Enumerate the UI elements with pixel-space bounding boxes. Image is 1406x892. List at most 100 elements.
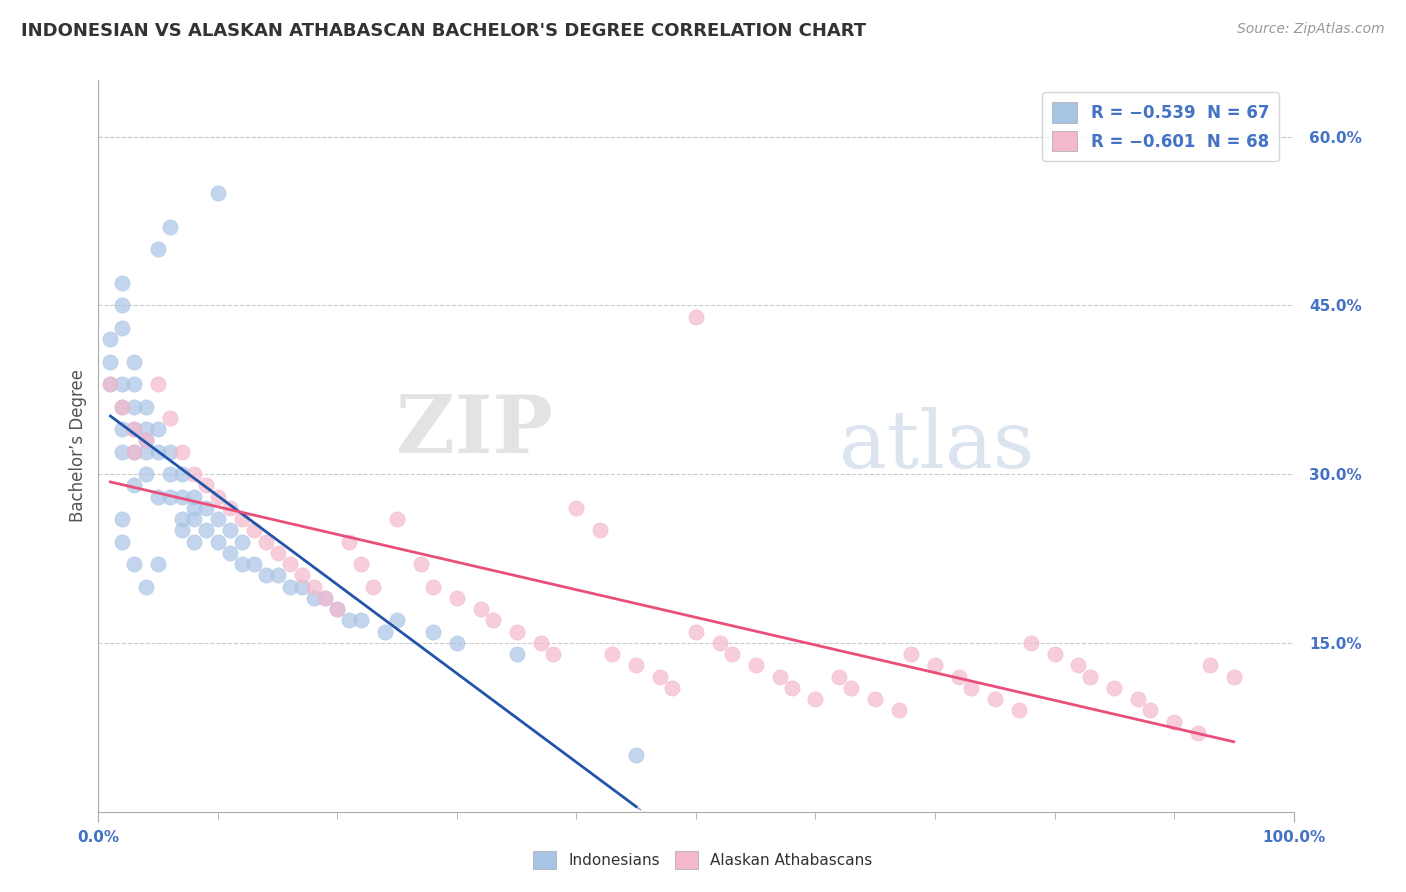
Point (148, 444, 170, 458)
Point (1007, 703, 1029, 717)
Point (172, 444, 194, 458)
Point (111, 321, 134, 335)
Point (363, 580, 385, 594)
Point (709, 636, 731, 650)
Point (889, 703, 911, 717)
Point (183, 534, 205, 549)
Point (124, 557, 146, 571)
Point (183, 500, 205, 515)
Point (626, 748, 648, 763)
Point (385, 614, 409, 628)
Point (841, 681, 863, 695)
Point (267, 568, 290, 582)
Point (124, 444, 146, 458)
Point (183, 512, 205, 526)
Point (231, 512, 253, 526)
Point (863, 692, 887, 706)
Point (243, 524, 266, 538)
Point (446, 636, 468, 650)
Point (1019, 636, 1042, 650)
Point (780, 681, 803, 695)
Point (111, 422, 134, 436)
Point (1187, 726, 1209, 740)
Point (194, 478, 218, 492)
Point (194, 524, 218, 538)
Point (111, 400, 134, 414)
Point (1067, 658, 1090, 673)
Point (148, 377, 170, 392)
Point (135, 580, 157, 594)
Point (124, 354, 146, 368)
Point (385, 512, 409, 526)
Point (1128, 692, 1150, 706)
Point (470, 602, 492, 616)
Point (135, 400, 157, 414)
Point (446, 591, 468, 605)
Point (124, 444, 146, 458)
Point (302, 591, 325, 605)
Point (291, 580, 314, 594)
Point (959, 681, 981, 695)
Y-axis label: Bachelor’s Degree: Bachelor’s Degree (69, 369, 87, 523)
Point (948, 670, 970, 684)
Point (302, 580, 325, 594)
Point (172, 512, 194, 526)
Point (350, 614, 373, 628)
Point (231, 557, 253, 571)
Point (254, 534, 277, 549)
Point (339, 614, 360, 628)
Point (900, 647, 922, 661)
Point (172, 467, 194, 482)
Point (984, 692, 1007, 706)
Point (148, 242, 170, 256)
Point (924, 658, 946, 673)
Point (254, 568, 277, 582)
Point (135, 434, 157, 448)
Point (1080, 670, 1102, 684)
Point (124, 478, 146, 492)
Point (207, 534, 229, 549)
Point (685, 624, 707, 639)
Point (422, 624, 444, 639)
Point (111, 276, 134, 290)
Point (135, 444, 157, 458)
Point (111, 400, 134, 414)
Point (111, 298, 134, 312)
Legend: Indonesians, Alaskan Athabascans: Indonesians, Alaskan Athabascans (527, 845, 879, 875)
Point (745, 658, 768, 673)
Point (124, 377, 146, 392)
Point (124, 422, 146, 436)
Point (768, 670, 790, 684)
Point (565, 500, 588, 515)
Point (172, 524, 194, 538)
Point (111, 444, 134, 458)
Point (135, 422, 157, 436)
Point (529, 636, 551, 650)
Point (291, 568, 314, 582)
Point (183, 490, 205, 504)
Point (721, 647, 744, 661)
Point (98, 354, 122, 368)
Point (1043, 647, 1066, 661)
Point (207, 186, 229, 200)
Point (602, 647, 624, 661)
Point (626, 658, 648, 673)
Point (159, 467, 181, 482)
Point (1139, 703, 1161, 717)
Point (1163, 714, 1185, 729)
Text: Source: ZipAtlas.com: Source: ZipAtlas.com (1237, 22, 1385, 37)
Point (315, 591, 337, 605)
Point (481, 614, 505, 628)
Point (541, 647, 564, 661)
Point (339, 534, 360, 549)
Point (148, 490, 170, 504)
Point (207, 490, 229, 504)
Point (207, 512, 229, 526)
Point (148, 557, 170, 571)
Point (828, 670, 851, 684)
Point (243, 557, 266, 571)
Point (278, 580, 301, 594)
Point (506, 624, 529, 639)
Point (1198, 658, 1220, 673)
Point (124, 400, 146, 414)
